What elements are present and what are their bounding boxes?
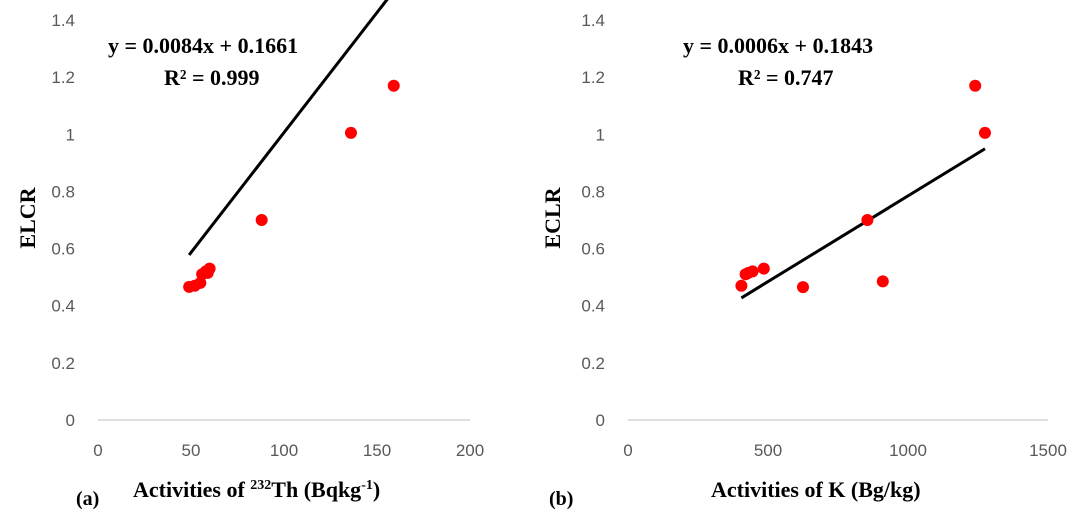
- chart-b-data-point: [746, 265, 759, 278]
- chart-a-y-tick-label: 0.6: [51, 240, 75, 259]
- chart-a-y-tick-label: 0.4: [51, 297, 75, 316]
- chart-a-y-label: ELCR: [15, 186, 40, 248]
- chart-b-panel-label: (b): [549, 488, 573, 510]
- chart-a-r2: R² = 0.999: [164, 65, 260, 90]
- chart-b-y-tick-label: 0.8: [581, 182, 605, 201]
- chart-a-x-label-sup: 232: [250, 478, 271, 493]
- chart-b-data-point: [969, 79, 982, 92]
- chart-a-y-tick-label: 1: [66, 125, 75, 144]
- chart-a-y-tick-label: 0.8: [51, 182, 75, 201]
- chart-a: 0 0.2 0.4 0.6 0.8 1 1.2 1.4 0 50 100 150 200 y = 0.…: [15, 0, 484, 510]
- chart-a-y-ticks: 0 0.2 0.4 0.6 0.8 1 1.2 1.4: [51, 11, 75, 430]
- chart-b-y-label: ECLR: [540, 186, 565, 248]
- chart-a-x-label-prefix: Activities of: [133, 477, 250, 502]
- chart-a-data-point: [387, 79, 400, 92]
- chart-b-y-ticks: 0 0.2 0.4 0.6 0.8 1 1.2 1.4: [581, 11, 605, 430]
- chart-b-data-point: [797, 281, 809, 294]
- chart-a-data-point: [255, 214, 268, 226]
- chart-a-data-point: [344, 126, 357, 139]
- chart-a-x-ticks: 0 50 100 150 200: [93, 441, 484, 460]
- chart-b-data-point: [861, 214, 874, 226]
- chart-b-x-tick-label: 0: [623, 441, 632, 460]
- chart-a-x-label-mid: Th (Bqkg: [271, 477, 361, 502]
- chart-b-x-tick-label: 1000: [889, 441, 927, 460]
- chart-a-x-label-suffix: ): [373, 477, 380, 502]
- chart-b-y-tick-label: 1.2: [581, 68, 605, 87]
- chart-a-x-label-sup2: -1: [361, 478, 373, 493]
- chart-b-points: [735, 79, 991, 294]
- chart-a-x-tick-label: 100: [270, 441, 298, 460]
- chart-b: 0 0.2 0.4 0.6 0.8 1 1.2 1.4 0 500 1000 1500 y = 0.…: [540, 11, 1067, 510]
- chart-b-y-tick-label: 0.2: [581, 354, 605, 373]
- chart-a-x-tick-label: 0: [93, 441, 102, 460]
- chart-a-equation: y = 0.0084x + 0.1661: [108, 33, 298, 58]
- chart-a-trendline-group: [187, 0, 389, 256]
- chart-a-trendline: [187, 0, 389, 256]
- chart-b-data-point: [979, 126, 991, 139]
- chart-a-y-tick-label: 1.2: [51, 68, 75, 87]
- chart-b-data-point: [735, 279, 748, 292]
- chart-b-data-point: [876, 275, 889, 288]
- chart-b-y-tick-label: 1.4: [581, 11, 605, 30]
- chart-a-y-tick-label: 0.2: [51, 354, 75, 373]
- chart-a-x-tick-label: 50: [182, 441, 201, 460]
- chart-a-data-point: [203, 262, 216, 275]
- chart-a-x-tick-label: 150: [363, 441, 391, 460]
- chart-b-equation: y = 0.0006x + 0.1843: [683, 33, 873, 58]
- chart-b-y-tick-label: 0.6: [581, 240, 605, 259]
- chart-b-x-tick-label: 500: [754, 441, 782, 460]
- chart-b-y-tick-label: 0.4: [581, 297, 605, 316]
- chart-b-r2: R² = 0.747: [738, 65, 834, 90]
- chart-b-data-point: [757, 262, 770, 275]
- chart-b-y-tick-label: 0: [596, 411, 605, 430]
- chart-b-x-label: Activities of K (Bg/kg): [711, 477, 921, 502]
- chart-b-x-ticks: 0 500 1000 1500: [623, 441, 1067, 460]
- chart-b-x-tick-label: 1500: [1029, 441, 1067, 460]
- chart-a-panel-label: (a): [76, 488, 99, 510]
- chart-a-points: [183, 79, 400, 293]
- chart-a-x-label: Activities of 232Th (Bqkg-1): [133, 477, 380, 502]
- chart-a-y-tick-label: 0: [66, 411, 75, 430]
- chart-a-y-tick-label: 1.4: [51, 11, 75, 30]
- chart-b-y-tick-label: 1: [596, 125, 605, 144]
- chart-a-x-tick-label: 200: [456, 441, 484, 460]
